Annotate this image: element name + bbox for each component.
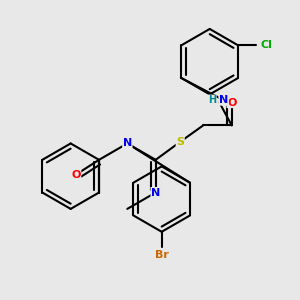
Text: O: O <box>71 169 81 179</box>
Text: N: N <box>219 95 228 105</box>
Text: N: N <box>151 188 160 197</box>
Text: Cl: Cl <box>261 40 273 50</box>
Text: Br: Br <box>155 250 169 260</box>
Text: O: O <box>227 98 236 108</box>
Text: H: H <box>208 95 216 105</box>
Text: S: S <box>176 137 184 147</box>
Text: N: N <box>123 139 132 148</box>
